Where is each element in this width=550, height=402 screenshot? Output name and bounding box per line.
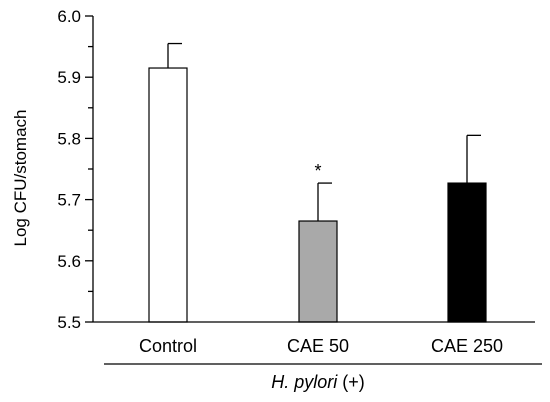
bars: * xyxy=(148,42,487,323)
bar-cae-250 xyxy=(447,182,487,323)
group-label: H. pylori (+) xyxy=(271,372,365,392)
x-category-label: CAE 250 xyxy=(431,336,503,356)
x-category-label: CAE 50 xyxy=(287,336,349,356)
y-tick-label: 5.5 xyxy=(57,313,81,332)
x-category-label: Control xyxy=(139,336,197,356)
y-tick-label: 6.0 xyxy=(57,7,81,26)
y-axis-label: Log CFU/stomach xyxy=(11,110,30,247)
y-tick-label: 5.9 xyxy=(57,68,81,87)
y-axis: 5.5 5.6 5.7 5.8 5.9 6.0 xyxy=(57,7,94,332)
bar-cae-50 xyxy=(298,220,338,323)
bar-control xyxy=(148,67,188,323)
x-axis: Control CAE 50 CAE 250 xyxy=(93,321,535,356)
significance-marker: * xyxy=(314,161,321,181)
group-label-suffix: (+) xyxy=(337,372,365,392)
group-label-italic: H. pylori xyxy=(271,372,338,392)
y-tick-label: 5.6 xyxy=(57,252,81,271)
y-tick-label: 5.8 xyxy=(57,129,81,148)
y-tick-label: 5.7 xyxy=(57,191,81,210)
